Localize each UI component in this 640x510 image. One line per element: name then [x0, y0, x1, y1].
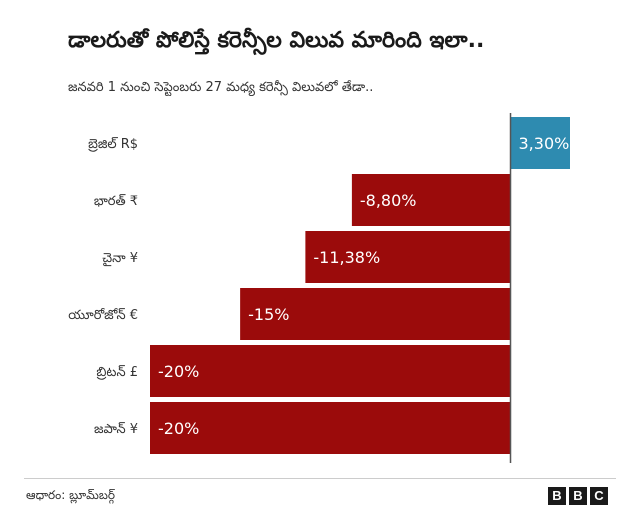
bar: [510, 117, 570, 169]
category-label: భారత్ ₹: [94, 194, 138, 209]
bar-value-label: -20%: [158, 419, 199, 438]
bar: [240, 288, 511, 340]
bar: [150, 402, 511, 454]
bbc-logo-letter: B: [569, 487, 587, 505]
bbc-logo-letter: B: [548, 487, 566, 505]
bbc-logo: B B C: [548, 487, 608, 505]
bar-value-label: -20%: [158, 362, 199, 381]
bar: [351, 174, 511, 226]
bar-value-label: -11,38%: [313, 248, 380, 267]
source-note: ఆధారం: బ్లూమ్‌బర్గ్: [26, 488, 115, 502]
footer-divider: [24, 478, 616, 479]
category-label: బ్రిటన్ £: [96, 365, 138, 380]
bar: [305, 231, 511, 283]
bar-value-label: -8,80%: [360, 191, 417, 210]
category-label: జపాన్ ¥: [94, 422, 138, 437]
category-label: యూరోజోన్ €: [68, 307, 138, 323]
bar-value-label: -15%: [248, 305, 289, 324]
category-label: చైనా ¥: [102, 251, 138, 267]
category-label: బ్రెజిల్ R$: [88, 137, 138, 152]
chart-subtitle: జనవరి 1 నుంచి సెప్టెంబరు 27 మధ్య కరెన్సీ…: [68, 80, 374, 95]
chart-title: డాలరుతో పోలిస్తే కరెన్సీల విలువ మారింది …: [68, 28, 485, 53]
bbc-logo-letter: C: [590, 487, 608, 505]
bar: [150, 345, 511, 397]
bar-value-label: 3,30%: [519, 134, 570, 153]
